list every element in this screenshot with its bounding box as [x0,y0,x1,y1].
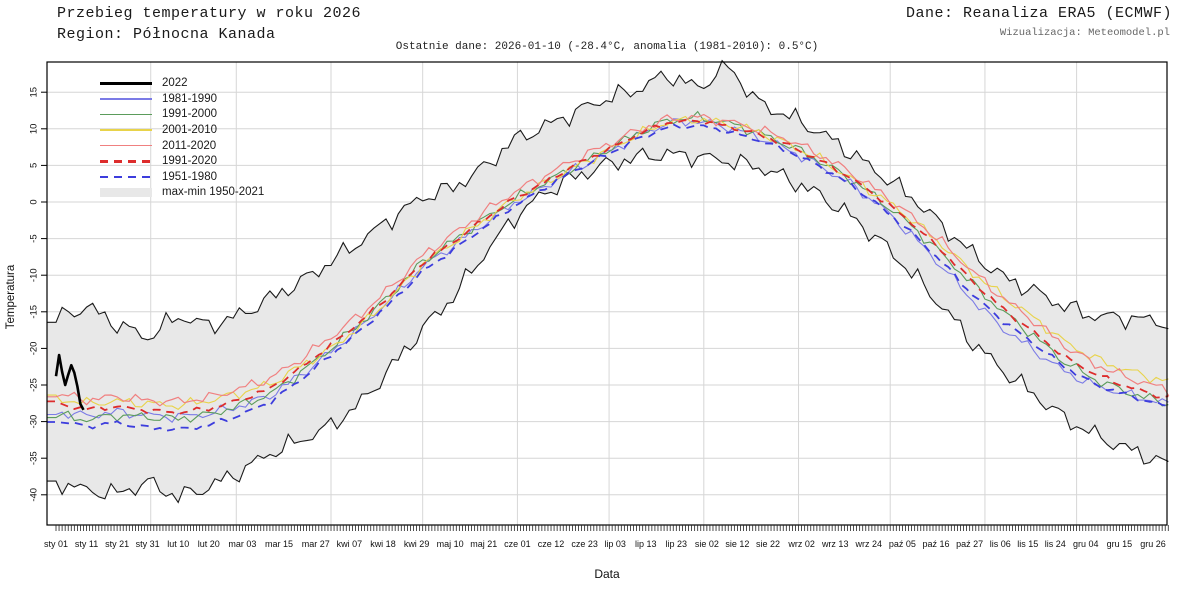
band-max-line [47,59,1169,341]
x-tick-label: sty 31 [136,539,160,549]
y-tick-label: -5 [29,234,40,242]
band-min-line [47,147,1169,504]
legend-item: 2022 [100,76,264,92]
y-tick-label: 5 [29,163,40,168]
x-tick-label: paź 05 [889,539,916,549]
x-tick-label: mar 03 [228,539,256,549]
y-tick-label: -20 [29,342,40,356]
x-tick-label: gru 15 [1107,539,1133,549]
x-tick-label: wrz 13 [821,539,849,549]
legend-label: 1991-2000 [162,108,217,121]
legend-item: 2011-2020 [100,138,264,154]
series-2022 [54,353,85,411]
x-tick-label: paź 16 [923,539,950,549]
x-tick-label: lip 23 [666,539,688,549]
y-tick-label: -15 [29,305,40,319]
x-tick-label: cze 01 [504,539,531,549]
legend-label: 1951-1980 [162,170,217,183]
y-tick-label: 0 [29,199,40,204]
y-tick-label: -40 [29,488,40,502]
x-tick-label: kwi 29 [404,539,430,549]
legend-label: 1991-2020 [162,155,217,168]
y-tick-label: 15 [29,87,40,98]
legend-label: 1981-1990 [162,92,217,105]
x-tick-label: wrz 24 [855,539,883,549]
x-tick-label: lis 24 [1045,539,1066,549]
x-tick-label: lut 10 [167,539,189,549]
x-axis-title: Data [594,567,620,581]
x-tick-label: cze 23 [571,539,598,549]
series-1991-2020 [47,118,1169,416]
x-tick-label: sie 12 [725,539,749,549]
y-tick-label: -25 [29,378,40,392]
legend-label: 2011-2020 [162,139,217,152]
x-tick-label: lut 20 [198,539,220,549]
legend-item: 1981-1990 [100,91,264,107]
plot-border [46,61,1168,526]
legend-swatch-line [100,144,152,147]
legend-item: 1951-1980 [100,169,264,185]
legend-item: 2001-2010 [100,122,264,138]
y-tick-label: -10 [29,268,40,282]
x-tick-label: kwi 07 [337,539,363,549]
legend-label: max-min 1950-2021 [162,186,265,199]
visualization-credit: Wizualizacja: Meteomodel.pl [999,27,1170,39]
legend-swatch-line [100,98,152,100]
data-source-label: Dane: Reanaliza ERA5 (ECMWF) [905,5,1172,22]
page-title: Przebieg temperatury w roku 2026 [57,5,362,22]
x-tick-label: maj 10 [437,539,464,549]
legend-label: 2022 [162,77,188,90]
y-axis-title: Temperatura [5,264,17,330]
x-tick-label: paź 27 [956,539,983,549]
x-tick-label: gru 04 [1073,539,1099,549]
x-tick-label: kwi 18 [370,539,396,549]
y-tick-label: -30 [29,415,40,429]
x-tick-label: lip 13 [635,539,657,549]
x-tick-label: wrz 02 [787,539,815,549]
y-tick-label: -35 [29,451,40,465]
legend-item: max-min 1950-2021 [100,185,264,201]
y-tick-label: 10 [29,124,40,135]
legend-label: 2001-2010 [162,124,217,137]
legend-swatch-line [100,129,152,131]
series-1951-1980 [47,123,1169,432]
x-tick-label: mar 15 [265,539,293,549]
region-subtitle: Region: Północna Kanada [57,26,276,43]
series-2011-2020 [47,113,1170,407]
x-tick-label: sty 21 [105,539,129,549]
series-1991-2000 [47,110,1169,423]
last-data-annotation: Ostatnie dane: 2026-01-10 (-28.4°C, anom… [395,41,819,53]
legend-swatch-band [100,187,152,197]
x-tick-label: gru 26 [1140,539,1166,549]
x-tick-label: maj 21 [470,539,497,549]
legend-item: 1991-2000 [100,107,264,123]
x-tick-label: cze 12 [538,539,565,549]
chart-legend: 2022 1981-1990 1991-2000 2001-2010 2011-2020… [100,76,264,201]
x-tick-label: lip 03 [604,539,626,549]
x-tick-label: lis 06 [990,539,1011,549]
series-2001-2010 [47,115,1169,410]
legend-swatch-line [100,113,152,116]
x-tick-label: sty 11 [75,539,98,549]
x-tick-label: sie 02 [695,539,719,549]
legend-swatch-dashed [100,160,152,163]
x-tick-label: sty 01 [44,539,68,549]
x-tick-label: mar 27 [302,539,330,549]
legend-item: 1991-2020 [100,153,264,169]
x-tick-label: sie 22 [756,539,780,549]
legend-swatch-line-thick [100,81,152,85]
x-tick-label: lis 15 [1017,539,1038,549]
legend-swatch-dashed [100,175,152,179]
minmax-band [47,60,1169,503]
